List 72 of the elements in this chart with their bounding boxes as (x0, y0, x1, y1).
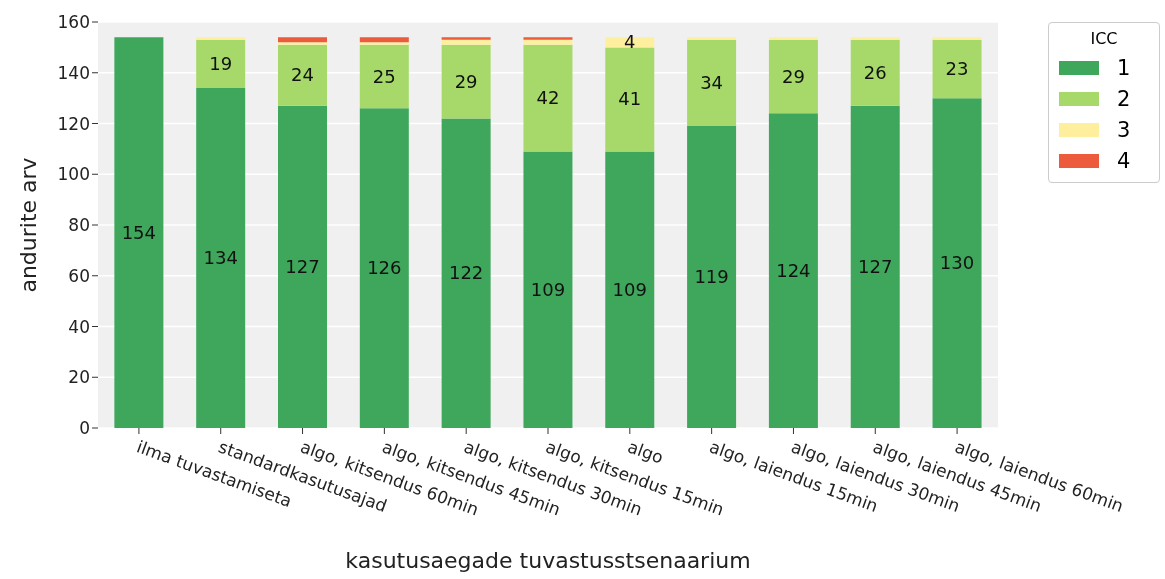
data-label: 109 (612, 278, 647, 300)
bar (687, 39, 737, 127)
data-label: 24 (291, 64, 314, 86)
data-label: 119 (694, 266, 729, 288)
data-label: 25 (372, 65, 396, 87)
x-axis-title: kasutusaegade tuvastusstsenaarium (345, 548, 751, 573)
bar (523, 44, 573, 152)
bar (523, 39, 573, 45)
bar (768, 37, 818, 40)
y-tick-label: 60 (68, 265, 90, 286)
bar (114, 37, 164, 428)
data-label: 42 (536, 87, 560, 109)
y-tick-label: 160 (57, 12, 90, 33)
data-label: 4 (624, 31, 636, 53)
bar (196, 37, 246, 40)
bar (687, 37, 737, 40)
bar (441, 39, 491, 45)
legend-label: 2 (1117, 86, 1131, 111)
y-tick-label: 100 (57, 164, 90, 185)
bar (278, 37, 327, 43)
data-label: 127 (285, 255, 320, 277)
bar (932, 98, 982, 428)
bar (850, 39, 900, 106)
bar (359, 108, 409, 428)
legend-label: 1 (1117, 55, 1131, 80)
y-tick-label: 0 (79, 418, 90, 439)
bar (605, 151, 655, 428)
bar (932, 37, 982, 40)
bar (605, 47, 655, 152)
data-label: 127 (858, 255, 893, 277)
bar (359, 44, 409, 109)
bar (196, 39, 246, 88)
data-label: 124 (776, 259, 811, 281)
bar (278, 44, 327, 106)
bar (850, 37, 900, 40)
legend-title: ICC (1089, 29, 1119, 48)
bar (441, 37, 491, 40)
data-label: 122 (448, 262, 484, 284)
y-tick-label: 120 (57, 113, 90, 134)
data-label: 29 (781, 65, 805, 87)
bar (359, 42, 409, 45)
bar (523, 37, 573, 40)
data-label: 134 (203, 246, 238, 268)
y-tick-label: 20 (68, 367, 90, 388)
y-tick-label: 40 (68, 316, 90, 337)
data-label: 23 (945, 57, 969, 79)
bar (768, 113, 818, 428)
data-label: 130 (939, 252, 975, 274)
bar (687, 126, 737, 428)
data-label: 19 (209, 52, 233, 74)
data-label: 29 (454, 70, 478, 92)
bar (932, 39, 982, 99)
data-label: 154 (121, 221, 157, 243)
bar (441, 44, 491, 119)
y-tick-label: 80 (68, 215, 90, 236)
bar (441, 118, 491, 428)
data-label: 109 (530, 278, 566, 300)
bar (196, 87, 246, 428)
bar (359, 37, 409, 43)
bar (278, 105, 327, 428)
y-axis-title: andurite arv (15, 157, 41, 293)
data-label: 126 (367, 257, 402, 279)
data-label: 26 (863, 61, 887, 83)
data-label: 34 (700, 71, 724, 93)
legend-label: 3 (1117, 117, 1131, 142)
bar (768, 39, 818, 114)
data-label: 41 (618, 88, 642, 110)
bar (278, 42, 327, 45)
bar (523, 151, 573, 428)
bar (850, 105, 900, 428)
legend-label: 4 (1117, 148, 1131, 173)
y-tick-label: 140 (57, 62, 90, 83)
